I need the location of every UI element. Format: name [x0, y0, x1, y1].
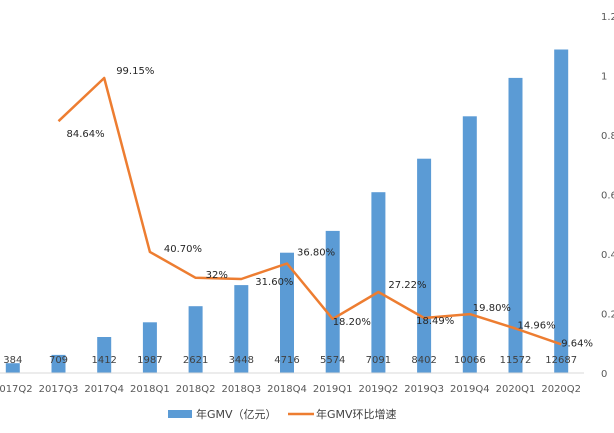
bar-2020Q2 [554, 49, 569, 373]
secondary-y-tick-labels: 0 0.2 0.4 0.6 0.8 1 1.2 [601, 12, 614, 380]
bar-series [5, 49, 569, 374]
line-value-label: 9.64% [561, 338, 593, 349]
x-tick-label: 2017Q2 [0, 384, 33, 395]
line-value-label: 99.15% [116, 66, 154, 77]
x-tick-label: 2020Q1 [496, 384, 536, 395]
bar-2017Q2 [5, 363, 20, 373]
bar-value-label: 7091 [366, 355, 391, 366]
y2-tick-label: 1 [601, 72, 607, 83]
legend-bar-label: 年GMV（亿元） [196, 407, 277, 421]
bar-2019Q3 [417, 158, 432, 373]
bar-value-label: 11572 [500, 355, 532, 366]
line-value-label: 18.20% [333, 317, 371, 328]
bar-value-label: 3448 [229, 355, 254, 366]
legend: 年GMV（亿元） 年GMV环比增速 [168, 407, 397, 421]
bar-2017Q3 [51, 354, 66, 373]
line-data-labels: 84.64% 99.15% 40.70% 32% 31.60% 36.80% 18.20% 2… [67, 66, 593, 349]
line-value-label: 31.60% [255, 277, 293, 288]
x-tick-label: 2019Q4 [450, 384, 490, 395]
line-value-label: 18.49% [416, 316, 454, 327]
x-tick-label: 2018Q2 [176, 384, 216, 395]
line-value-label: 40.70% [164, 244, 202, 255]
bar-2019Q4 [462, 116, 477, 374]
legend-bar-swatch [168, 410, 192, 418]
bar-2020Q1 [508, 77, 523, 374]
bar-value-label: 5574 [320, 355, 345, 366]
bar-value-label: 1987 [137, 355, 162, 366]
legend-line-label: 年GMV环比增速 [316, 407, 397, 421]
bar-2018Q4 [280, 252, 294, 373]
x-tick-label: 2019Q1 [313, 384, 353, 395]
x-tick-label: 2020Q2 [541, 384, 581, 395]
bar-value-label: 4716 [274, 355, 299, 366]
bar-value-label: 8402 [411, 355, 436, 366]
line-value-label: 32% [206, 270, 228, 281]
line-series [57, 76, 562, 346]
bar-value-label: 2621 [183, 355, 208, 366]
y2-tick-label: 0 [601, 369, 607, 380]
y2-tick-label: 0.6 [601, 191, 614, 202]
line-value-label: 14.96% [518, 321, 556, 332]
y2-tick-label: 0.8 [601, 131, 614, 142]
x-tick-labels: 2017Q2 2017Q3 2017Q4 2018Q1 2018Q2 2018Q3 2018… [0, 384, 581, 395]
line-value-label: 19.80% [473, 303, 511, 314]
x-tick-label: 2019Q2 [359, 384, 399, 395]
x-tick-label: 2018Q3 [221, 384, 261, 395]
x-tick-label: 2017Q3 [39, 384, 79, 395]
bar-value-label: 10066 [454, 355, 486, 366]
line-value-label: 27.22% [388, 280, 426, 291]
x-tick-label: 2018Q4 [267, 384, 307, 395]
y2-tick-label: 0.4 [601, 250, 614, 261]
bar-2019Q2 [371, 192, 386, 373]
bar-value-label: 384 [3, 355, 22, 366]
bar-2018Q2 [188, 306, 203, 373]
bar-data-labels: 384 709 1412 1987 2621 3448 4716 5574 7091 8402 10… [3, 355, 577, 366]
bar-2018Q1 [142, 322, 157, 373]
bar-2018Q3 [234, 285, 249, 373]
line-value-label: 36.80% [297, 248, 335, 259]
x-tick-label: 2017Q4 [84, 384, 124, 395]
y2-tick-label: 1.2 [601, 12, 614, 23]
x-tick-label: 2018Q1 [130, 384, 170, 395]
bar-value-label: 1412 [91, 355, 116, 366]
x-tick-label: 2019Q3 [404, 384, 444, 395]
line-value-label: 84.64% [67, 129, 105, 140]
bar-value-label: 709 [49, 355, 68, 366]
bar-2019Q1 [325, 230, 340, 373]
growth-line [57, 76, 562, 346]
y2-tick-label: 0.2 [601, 310, 614, 321]
bar-value-label: 12687 [545, 355, 577, 366]
bar-2017Q4 [97, 337, 112, 373]
